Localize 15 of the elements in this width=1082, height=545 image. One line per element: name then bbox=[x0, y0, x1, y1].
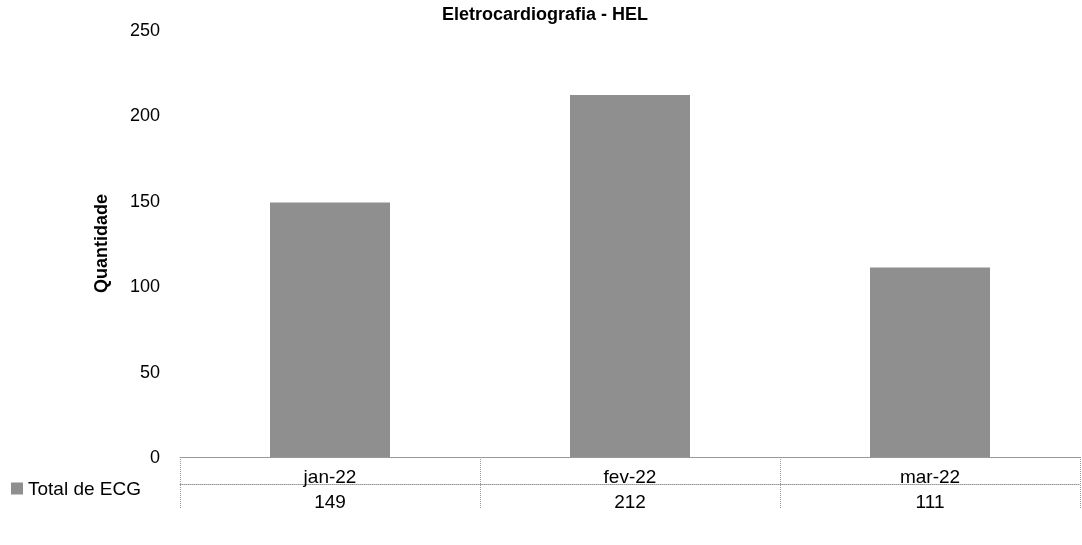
data-label: 212 bbox=[614, 491, 646, 512]
y-axis-title: Quantidade bbox=[91, 193, 111, 294]
y-tick-label: 150 bbox=[129, 190, 160, 211]
legend-label: Total de ECG bbox=[28, 478, 141, 499]
y-tick-label: 50 bbox=[139, 361, 160, 382]
x-tick-label: mar-22 bbox=[899, 466, 961, 487]
data-label: 149 bbox=[314, 491, 346, 512]
y-tick-label: 0 bbox=[149, 447, 160, 467]
data-label: 111 bbox=[915, 491, 945, 512]
x-tick-label: jan-22 bbox=[302, 466, 357, 487]
y-tick-label: 200 bbox=[129, 105, 160, 126]
y-tick-label: 250 bbox=[129, 20, 160, 40]
x-tick-label: fev-22 bbox=[603, 466, 657, 487]
chart-title: Eletrocardiografia - HEL bbox=[441, 4, 649, 24]
y-tick-label: 100 bbox=[129, 276, 160, 297]
